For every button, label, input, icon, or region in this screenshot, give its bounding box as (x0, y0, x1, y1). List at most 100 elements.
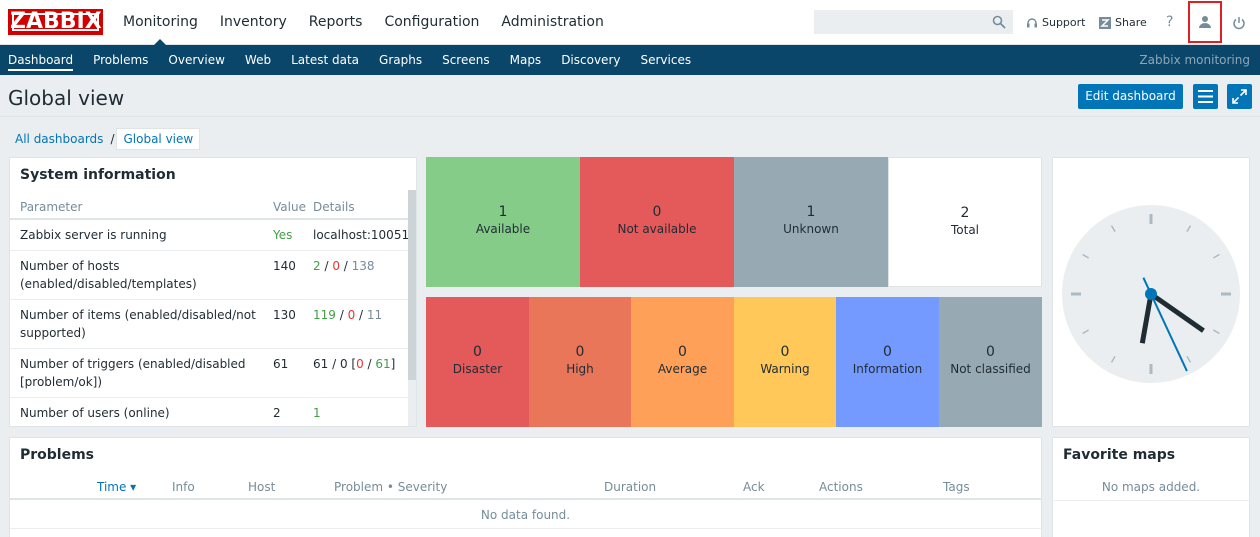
zabbix-logo[interactable]: ZABBIX (8, 9, 103, 35)
table-row: Number of users (online) 2 1 (10, 398, 408, 426)
help-icon[interactable]: ? (1166, 14, 1174, 30)
count: 1 (498, 204, 508, 220)
dashboard-actions-button[interactable] (1193, 84, 1218, 109)
clock-minute-hand (1139, 293, 1154, 344)
label: Available (475, 222, 531, 236)
submenu-dashboard[interactable]: Dashboard (0, 45, 83, 75)
row-parameter: Zabbix server is running (20, 228, 167, 242)
submenu-overview[interactable]: Overview (168, 53, 225, 67)
breadcrumb-all-dashboards[interactable]: All dashboards (15, 132, 104, 146)
row-value: 130 (273, 308, 296, 322)
widget-title: System information (20, 167, 176, 183)
fullscreen-icon (1232, 89, 1247, 104)
submenu-problems[interactable]: Problems (93, 53, 149, 67)
column-tags: Tags (943, 480, 970, 494)
share-z-icon (1099, 16, 1111, 29)
fullscreen-button[interactable] (1227, 84, 1252, 109)
search-input[interactable] (814, 10, 1013, 34)
host-availability-available[interactable]: 1 Available (426, 157, 580, 287)
main-menu: Monitoring Inventory Reports Configurati… (112, 0, 615, 45)
row-parameter: Number of items (enabled/disabled/not su… (20, 308, 256, 340)
menu-reports[interactable]: Reports (308, 14, 363, 30)
severity-average[interactable]: 0 Average (631, 297, 734, 427)
count: 0 (986, 344, 995, 360)
submenu-latest-data[interactable]: Latest data (291, 53, 360, 67)
clock-tick (1082, 253, 1090, 259)
row-details: 2 / 0 / 138 (313, 259, 375, 273)
share-label: Share (1115, 16, 1147, 29)
row-value: 2 (273, 406, 281, 420)
submenu-services[interactable]: Services (640, 53, 692, 67)
submenu-screens[interactable]: Screens (442, 53, 490, 67)
table-header: Parameter Value Details (10, 194, 408, 220)
row-parameter: Number of hosts (enabled/disabled/templa… (20, 259, 197, 291)
submenu-web[interactable]: Web (244, 53, 272, 67)
label: Information (852, 362, 923, 376)
table-row: Number of hosts (enabled/disabled/templa… (10, 251, 408, 300)
clock-tick (1186, 225, 1192, 233)
severity-high[interactable]: 0 High (529, 297, 631, 427)
search-icon[interactable] (992, 15, 1006, 29)
severity-information[interactable]: 0 Information (836, 297, 939, 427)
column-host: Host (248, 480, 276, 494)
label: Disaster (452, 362, 503, 376)
column-time[interactable]: Time ▾ (97, 480, 137, 494)
host-availability-total[interactable]: 2 Total (888, 157, 1042, 287)
table-row: Number of triggers (enabled/disabled [pr… (10, 349, 408, 398)
page-title: Global view (8, 86, 125, 110)
widget-title: Problems (20, 447, 95, 463)
user-icon (1199, 16, 1211, 28)
top-bar: ZABBIX Monitoring Inventory Reports Conf… (0, 0, 1260, 45)
power-icon[interactable] (1232, 16, 1246, 30)
column-duration: Duration (604, 480, 657, 494)
problems-widget: Problems Time ▾ Info Host Problem • Seve… (9, 437, 1042, 537)
menu-icon (1198, 90, 1213, 103)
favorite-maps-widget: Favorite maps No maps added. (1052, 437, 1250, 537)
brand-text: Zabbix monitoring (1139, 53, 1250, 67)
menu-inventory[interactable]: Inventory (219, 14, 287, 30)
row-parameter: Number of users (online) (20, 406, 170, 420)
label: Average (657, 362, 708, 376)
sub-menu: Dashboard Problems Overview Web Latest d… (0, 45, 1260, 75)
row-details: 1 (313, 406, 321, 420)
user-profile-button[interactable] (1188, 1, 1222, 43)
clock-tick (1212, 329, 1220, 335)
row-value: 140 (273, 259, 296, 273)
table-row: Number of items (enabled/disabled/not su… (10, 300, 408, 349)
table-row: Zabbix server is running Yes localhost:1… (10, 220, 410, 251)
breadcrumb: All dashboards / Global view (10, 128, 201, 150)
count: 0 (678, 344, 687, 360)
severity-not-classified[interactable]: 0 Not classified (939, 297, 1042, 427)
no-data-message: No data found. (10, 502, 1041, 529)
clock-tick (1212, 253, 1220, 259)
header-divider (0, 116, 1260, 117)
column-actions: Actions (819, 480, 863, 494)
row-details: localhost:10051 (313, 228, 410, 242)
label: Unknown (783, 222, 839, 236)
label: High (566, 362, 594, 376)
row-value: Yes (273, 228, 293, 242)
menu-administration[interactable]: Administration (501, 14, 604, 30)
submenu-discovery[interactable]: Discovery (561, 53, 621, 67)
severity-disaster[interactable]: 0 Disaster (426, 297, 529, 427)
share-link[interactable]: Share (1099, 0, 1147, 45)
host-availability-not-available[interactable]: 0 Not available (580, 157, 734, 287)
submenu-graphs[interactable]: Graphs (379, 53, 423, 67)
column-problem-severity: Problem • Severity (334, 480, 448, 494)
count: 2 (960, 205, 970, 221)
clock-hour-hand (1149, 291, 1205, 333)
support-link[interactable]: Support (1026, 0, 1085, 45)
host-availability-unknown[interactable]: 1 Unknown (734, 157, 888, 287)
count: 0 (473, 344, 482, 360)
column-details: Details (313, 200, 355, 214)
scrollbar-thumb[interactable] (408, 190, 416, 380)
count: 0 (575, 344, 585, 360)
menu-monitoring[interactable]: Monitoring (112, 0, 209, 45)
count: 1 (806, 204, 816, 220)
edit-dashboard-button[interactable]: Edit dashboard (1078, 84, 1183, 109)
breadcrumb-current[interactable]: Global view (116, 128, 201, 150)
submenu-maps[interactable]: Maps (509, 53, 542, 67)
menu-configuration[interactable]: Configuration (384, 14, 480, 30)
label: Warning (760, 362, 810, 376)
severity-warning[interactable]: 0 Warning (734, 297, 836, 427)
